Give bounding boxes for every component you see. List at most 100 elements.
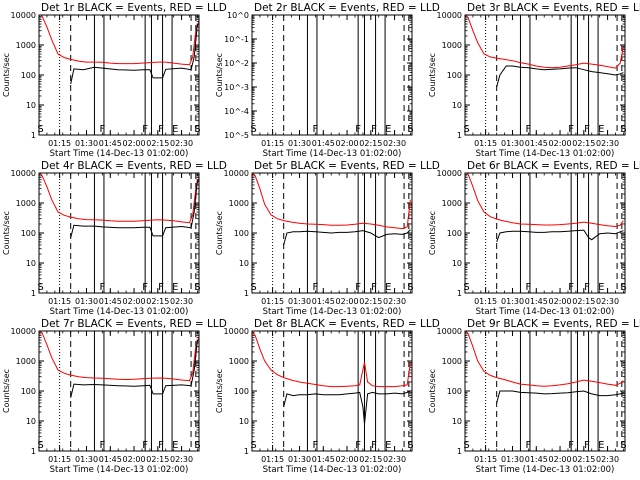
marker-label: F [525, 440, 531, 451]
y-tick-label: 1000 [442, 199, 462, 208]
marker-label: F [99, 124, 105, 135]
x-tick-label: 01:45 [312, 139, 335, 148]
marker-label: F [142, 440, 148, 451]
x-tick-label: 02:30 [383, 139, 406, 148]
marker-label: S [620, 282, 626, 293]
marker-label: F [568, 440, 574, 451]
marker-label: F [142, 124, 148, 135]
marker-label: S [407, 440, 413, 451]
x-tick-label: 01:15 [48, 455, 71, 464]
x-tick-label: 02:15 [359, 297, 382, 306]
y-axis-label: Counts/sec [2, 211, 11, 255]
x-tick-label: 02:15 [146, 139, 169, 148]
events-series-line [496, 390, 624, 404]
marker-label: F [525, 282, 531, 293]
y-tick-label: 10 [26, 417, 36, 426]
plot-frame [464, 330, 626, 452]
marker-label: F [99, 282, 105, 293]
y-tick-label: 1 [457, 131, 462, 140]
marker-label: E [598, 282, 604, 293]
x-tick-label: 02:15 [359, 455, 382, 464]
plot-frame [464, 172, 626, 294]
y-tick-label: 100 [234, 387, 249, 396]
lld-series-line [40, 15, 199, 66]
detector-panel: Det 1r BLACK = Events, RED = LLD Counts/s… [2, 2, 227, 159]
marker-label: S [463, 124, 469, 135]
x-tick-label: 01:45 [525, 139, 548, 148]
marker-label: S [37, 124, 43, 135]
marker-label: F [158, 440, 164, 451]
x-tick-label: 02:30 [596, 297, 619, 306]
marker-label: S [37, 282, 43, 293]
marker-label: F [584, 440, 590, 451]
x-tick-label: 01:45 [525, 455, 548, 464]
events-series-line [283, 229, 411, 246]
x-tick-label: 01:15 [474, 297, 497, 306]
plot-frame [38, 172, 200, 294]
y-tick-label: 1000 [16, 357, 36, 366]
marker-label: E [385, 282, 391, 293]
y-tick-label: 100 [21, 71, 36, 80]
y-tick-label: 100 [447, 387, 462, 396]
x-axis-label: Start Time (14-Dec-13 01:02:00) [476, 149, 615, 159]
y-tick-label: 1 [457, 447, 462, 456]
marker-label: F [525, 124, 531, 135]
y-tick-label: 10 [26, 101, 36, 110]
series-group [466, 173, 624, 243]
panel-title: Det 6r BLACK = Events, RED = LLD [467, 160, 640, 172]
panel-title: Det 7r BLACK = Events, RED = LLD [41, 318, 227, 330]
y-tick-label: 1000 [16, 41, 36, 50]
x-tick-label: 02:00 [336, 455, 359, 464]
events-series-line [70, 23, 198, 85]
y-tick-label: 1000 [442, 41, 462, 50]
x-axis-label: Start Time (14-Dec-13 01:02:00) [476, 307, 615, 317]
x-tick-label: 01:45 [99, 297, 122, 306]
series-group [40, 15, 199, 85]
marker-label: S [463, 440, 469, 451]
y-tick-label: 10000 [11, 11, 36, 20]
events-series-line [70, 339, 198, 398]
detector-panel: Det 7r BLACK = Events, RED = LLD Counts/s… [2, 318, 227, 475]
panel-title: Det 8r BLACK = Events, RED = LLD [254, 318, 440, 330]
x-tick-label: 01:45 [312, 297, 335, 306]
y-tick-label: 100 [447, 71, 462, 80]
marker-label: F [584, 124, 590, 135]
marker-label: E [172, 124, 178, 135]
x-tick-label: 01:15 [261, 455, 284, 464]
detector-panel: Det 2r BLACK = Events, RED = LLD Counts/s… [215, 2, 440, 159]
y-tick-label: 1000 [16, 199, 36, 208]
y-tick-label: 10^-1 [224, 35, 249, 44]
y-tick-label: 10000 [437, 327, 462, 336]
marker-label: E [172, 282, 178, 293]
marker-label: F [355, 440, 361, 451]
panel-title: Det 4r BLACK = Events, RED = LLD [41, 160, 227, 172]
marker-label: S [463, 282, 469, 293]
lld-series-line [465, 331, 624, 387]
y-tick-label: 10 [452, 417, 462, 426]
marker-label: E [172, 440, 178, 451]
x-axis-label: Start Time (14-Dec-13 01:02:00) [263, 307, 402, 317]
panel-title: Det 5r BLACK = Events, RED = LLD [254, 160, 440, 172]
x-tick-label: 02:15 [572, 455, 595, 464]
y-tick-label: 1 [31, 289, 36, 298]
lld-series-line [39, 173, 199, 224]
x-tick-label: 01:30 [75, 297, 98, 306]
lld-series-line [252, 331, 411, 388]
marker-label: S [194, 440, 200, 451]
detector-panel: Det 8r BLACK = Events, RED = LLD Counts/s… [215, 318, 440, 475]
x-tick-label: 02:00 [336, 297, 359, 306]
marker-label: F [355, 124, 361, 135]
marker-label: S [250, 124, 256, 135]
detector-panel: Det 6r BLACK = Events, RED = LLD Counts/s… [428, 160, 640, 317]
x-tick-label: 01:45 [99, 139, 122, 148]
panel-title: Det 2r BLACK = Events, RED = LLD [254, 2, 440, 14]
series-group [39, 173, 199, 238]
lld-series-line [39, 331, 199, 382]
x-tick-label: 02:00 [336, 139, 359, 148]
marker-label: F [99, 440, 105, 451]
marker-label: F [568, 282, 574, 293]
marker-label: F [371, 124, 377, 135]
marker-label: E [385, 124, 391, 135]
x-tick-label: 02:30 [170, 139, 193, 148]
